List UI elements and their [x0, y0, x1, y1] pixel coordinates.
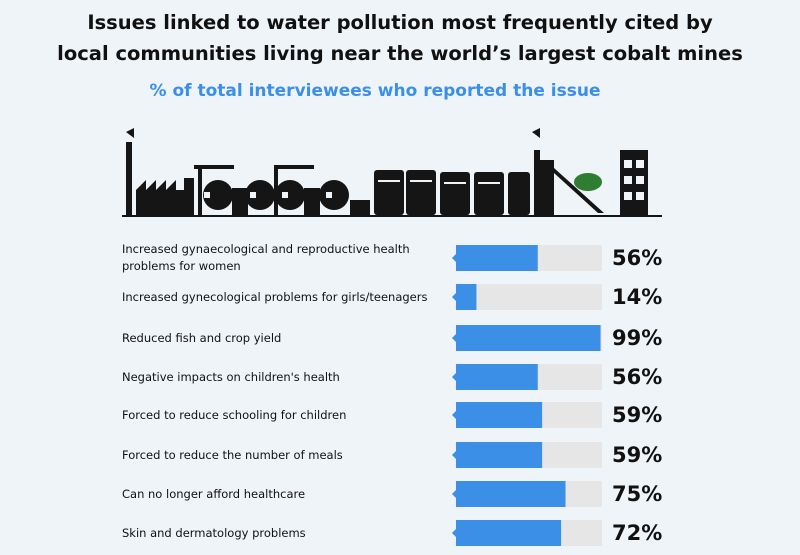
- value-label: 59%: [612, 403, 663, 427]
- bar-pointer: [452, 293, 456, 301]
- bar-pointer: [452, 373, 456, 381]
- bar: [456, 442, 543, 468]
- value-label: 56%: [612, 246, 663, 270]
- bar: [456, 364, 538, 390]
- category-label: Negative impacts on children's health: [122, 369, 340, 384]
- bar: [456, 481, 566, 507]
- industrial-skyline-illustration: [122, 128, 662, 217]
- category-label: Forced to reduce schooling for children: [122, 407, 347, 422]
- category-label: Reduced fish and crop yield: [122, 330, 282, 345]
- category-label: Increased gynaecological and reproductiv…: [122, 242, 410, 273]
- bar: [456, 520, 562, 546]
- bar-pointer: [452, 254, 456, 262]
- bar-pointer: [452, 334, 456, 342]
- bar: [456, 284, 477, 310]
- bar-pointer: [452, 490, 456, 498]
- category-label: Skin and dermatology problems: [122, 525, 306, 540]
- value-label: 56%: [612, 365, 663, 389]
- bar-pointer: [452, 411, 456, 419]
- value-label: 59%: [612, 443, 663, 467]
- bar-pointer: [452, 451, 456, 459]
- category-label: Forced to reduce the number of meals: [122, 447, 343, 462]
- bar-pointer: [452, 529, 456, 537]
- bar-track: [456, 284, 602, 310]
- title-line-1: Issues linked to water pollution most fr…: [87, 11, 713, 34]
- category-label: Increased gynecological problems for gir…: [122, 289, 428, 304]
- bar: [456, 325, 601, 351]
- title-line-2: local communities living near the world’…: [57, 42, 743, 65]
- value-label: 99%: [612, 326, 663, 350]
- value-label: 72%: [612, 521, 663, 545]
- bar: [456, 402, 543, 428]
- value-label: 75%: [612, 482, 663, 506]
- category-label: Can no longer afford healthcare: [122, 486, 306, 501]
- chart-title: Issues linked to water pollution most fr…: [0, 7, 800, 69]
- chart-subtitle: % of total interviewees who reported the…: [149, 81, 601, 101]
- bar: [456, 245, 538, 271]
- value-label: 14%: [612, 285, 663, 309]
